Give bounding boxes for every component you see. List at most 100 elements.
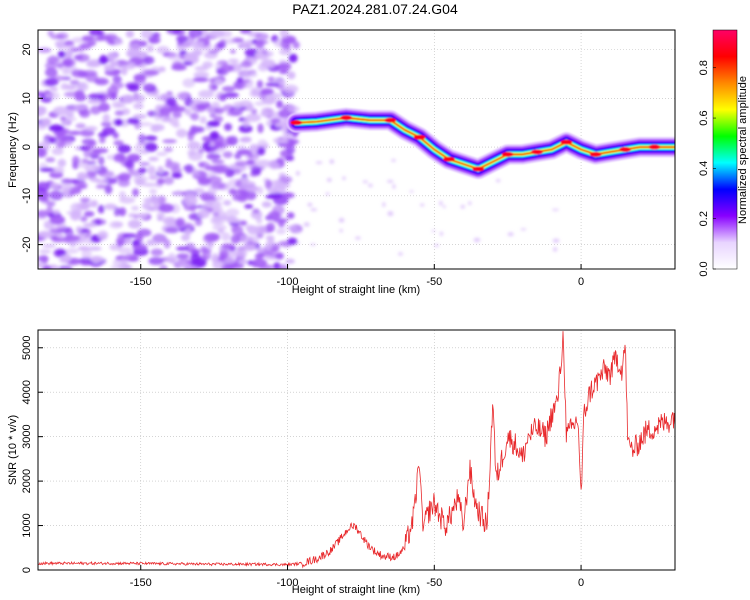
heatmap-noise-cell — [98, 102, 111, 112]
heatmap-noise-cell — [40, 140, 51, 150]
heatmap-y-ticks: -20 -10 0 10 20 — [21, 43, 43, 253]
heatmap-noise-cell — [231, 225, 244, 235]
heatmap-noise-cell — [197, 209, 210, 219]
heatmap-noise-cell — [184, 97, 194, 107]
heatmap-noise-cell — [251, 258, 268, 268]
heatmap-noise-cell — [176, 35, 188, 43]
heatmap-noise-cell — [50, 235, 59, 240]
heatmap-noise-cell — [82, 222, 98, 228]
heatmap-noise-cell — [552, 247, 558, 252]
heatmap-signal-ridge — [286, 107, 675, 179]
heatmap-noise-cell — [38, 230, 54, 238]
heatmap-noise-cell — [112, 258, 126, 266]
heatmap-noise-cell — [236, 149, 253, 156]
heatmap-noise-cell — [273, 218, 289, 223]
heatmap-noise-cell — [254, 39, 265, 49]
heatmap-noise-cell — [39, 190, 50, 199]
heatmap-noise-cell — [285, 258, 295, 264]
heatmap-noise-cell — [183, 195, 198, 206]
heatmap-noise-cell — [265, 235, 275, 241]
heatmap-noise-cell — [520, 228, 527, 231]
colorbar-label: Normalized spectral amplitude — [737, 76, 749, 224]
heatmap-noise-cell — [90, 165, 100, 171]
heatmap-noise-cell — [162, 139, 177, 144]
heatmap-noise-cell — [442, 205, 446, 209]
heatmap-noise-cell — [238, 259, 248, 265]
heatmap-noise-cell — [242, 243, 257, 252]
heatmap-noise-cell — [198, 89, 214, 99]
heatmap-frame — [37, 29, 676, 270]
heatmap-noise-cell — [245, 103, 254, 112]
heatmap-noise-cell — [439, 231, 444, 236]
heatmap-noise-cell — [188, 151, 203, 161]
heatmap-noise-cell — [387, 211, 394, 217]
heatmap-noise-cell — [104, 184, 113, 195]
heatmap-noise-cell — [150, 248, 164, 257]
heatmap-noise-cell — [184, 164, 194, 174]
heatmap-noise-cell — [190, 41, 205, 49]
heatmap-noise-cell — [50, 33, 65, 40]
heatmap-noise-cell — [279, 30, 289, 39]
heatmap-noise-cell — [223, 200, 232, 206]
heatmap-noise-cell — [134, 143, 143, 153]
snr-y-tick-label: 0 — [21, 567, 33, 573]
heatmap-noise-cell — [77, 44, 85, 53]
heatmap-noise-cell — [193, 188, 205, 194]
heatmap-noise-cell — [310, 243, 316, 246]
heatmap-noise-cell — [211, 101, 221, 109]
heatmap-noise-cell — [167, 52, 183, 61]
heatmap-noise-cell — [137, 167, 148, 173]
snr-x-tick-label: 0 — [578, 577, 584, 589]
heatmap-noise-cell — [108, 53, 118, 60]
heatmap-noise-cell — [200, 245, 208, 254]
heatmap-noise-cell — [84, 165, 92, 172]
heatmap-noise-cell — [65, 111, 75, 118]
heatmap-noise-cell — [98, 170, 115, 178]
heatmap-noise-cell — [240, 177, 248, 185]
heatmap-hotspot — [384, 117, 397, 123]
heatmap-noise-cell — [339, 228, 343, 233]
heatmap-noise-cell — [325, 192, 330, 196]
heatmap-noise-cell — [159, 264, 168, 269]
heatmap-noise-cell — [157, 165, 164, 174]
heatmap-hotspot — [340, 115, 353, 121]
heatmap-noise-cell — [158, 107, 172, 115]
heatmap-noise-cell — [187, 141, 201, 150]
heatmap-y-tick-label: -10 — [21, 188, 33, 204]
heatmap-noise-cell — [80, 216, 88, 223]
heatmap-hotspot — [442, 156, 455, 162]
heatmap-noise-cell — [125, 30, 135, 38]
heatmap-noise-cell — [362, 180, 368, 184]
heatmap-noise-cell — [109, 221, 123, 229]
heatmap-noise-cell — [124, 236, 132, 245]
heatmap-noise-cell — [473, 237, 481, 243]
heatmap-noise-cell — [552, 238, 560, 243]
heatmap-noise-cell — [143, 56, 155, 65]
heatmap-noise-cell — [224, 38, 236, 45]
heatmap-noise-cell — [94, 77, 109, 86]
heatmap-noise-cell — [303, 222, 310, 227]
heatmap-noise-cell — [146, 241, 161, 246]
heatmap-noise-cell — [252, 208, 260, 214]
heatmap-hotspot — [648, 144, 661, 150]
heatmap-noise-cell — [265, 82, 280, 87]
heatmap-noise-cell — [222, 151, 233, 159]
heatmap-noise-cell — [78, 246, 90, 251]
heatmap-noise-cell — [256, 147, 266, 156]
heatmap-noise-cell — [285, 138, 300, 145]
heatmap-noise-cell — [122, 94, 135, 104]
heatmap-noise-cell — [51, 225, 65, 231]
snr-x-axis-label: Height of straight line (km) — [292, 584, 420, 596]
heatmap-noise-cell — [158, 203, 175, 213]
heatmap-noise-cell — [144, 196, 161, 204]
heatmap-noise-cell — [164, 226, 178, 234]
heatmap-noise-cell — [261, 143, 270, 149]
heatmap-noise-cell — [199, 116, 207, 124]
heatmap-noise-cell — [71, 209, 83, 217]
heatmap-noise-cell — [162, 216, 177, 225]
heatmap-noise-cell — [140, 30, 154, 39]
heatmap-noise-cell — [209, 131, 220, 140]
heatmap-noise-cell — [125, 49, 138, 58]
heatmap-noise-cell — [94, 218, 102, 226]
heatmap-noise-cell — [52, 106, 69, 116]
